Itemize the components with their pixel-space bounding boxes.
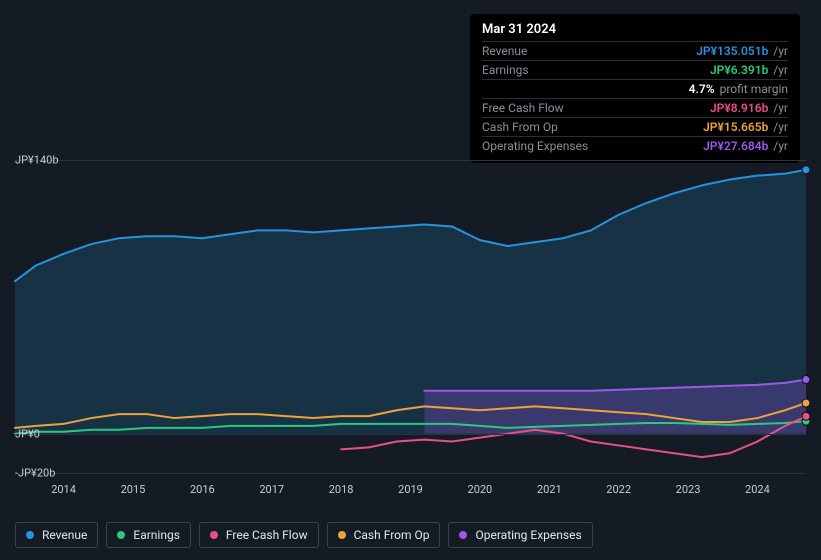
series-end-marker (802, 412, 810, 420)
legend-label: Revenue (42, 528, 87, 542)
legend-dot-icon (117, 531, 125, 539)
x-axis-label: 2014 (51, 483, 76, 496)
legend-label: Operating Expenses (475, 528, 581, 542)
x-axis-label: 2022 (606, 483, 631, 496)
x-axis-label: 2015 (121, 483, 146, 496)
legend-dot-icon (459, 531, 467, 539)
tooltip-value: JP¥8.916b /yr (710, 101, 788, 115)
tooltip-value: JP¥6.391b /yr (710, 63, 788, 77)
chart-area[interactable]: JP¥140bJP¥0-JP¥20b2014201520162017201820… (15, 160, 806, 500)
legend-item[interactable]: Operating Expenses (448, 522, 592, 548)
tooltip-row: Revenue JP¥135.051b /yr (482, 41, 788, 60)
tooltip-row: Earnings JP¥6.391b /yr (482, 60, 788, 79)
y-axis-label: -JP¥20b (15, 466, 55, 479)
legend-item[interactable]: Earnings (106, 522, 191, 548)
tooltip-metric: Earnings (482, 63, 529, 77)
legend-item[interactable]: Cash From Op (327, 522, 441, 548)
legend-dot-icon (26, 531, 34, 539)
gridline (15, 473, 806, 474)
tooltip-row: 4.7% profit margin (482, 79, 788, 98)
tooltip-value: JP¥27.684b /yr (703, 139, 788, 153)
tooltip-metric: Cash From Op (482, 120, 558, 134)
x-axis-label: 2016 (190, 483, 215, 496)
x-axis-label: 2020 (468, 483, 493, 496)
legend-item[interactable]: Free Cash Flow (199, 522, 319, 548)
chart-legend: Revenue Earnings Free Cash Flow Cash From O… (15, 522, 593, 548)
tooltip-row: Operating Expenses JP¥27.684b /yr (482, 136, 788, 155)
series-end-marker (802, 376, 810, 384)
tooltip-metric: Revenue (482, 44, 527, 58)
tooltip-date: Mar 31 2024 (482, 22, 788, 37)
series-end-marker (802, 399, 810, 407)
tooltip-value: 4.7% profit margin (689, 82, 788, 96)
legend-label: Cash From Op (354, 528, 430, 542)
legend-label: Free Cash Flow (226, 528, 308, 542)
legend-label: Earnings (133, 528, 180, 542)
x-axis-label: 2024 (745, 483, 770, 496)
x-axis-label: 2023 (676, 483, 701, 496)
x-axis-label: 2019 (398, 483, 423, 496)
gridline (15, 160, 806, 161)
x-axis-label: 2017 (259, 483, 284, 496)
y-axis-label: JP¥140b (15, 154, 59, 167)
series-end-marker (802, 166, 810, 174)
tooltip-value: JP¥15.665b /yr (703, 120, 788, 134)
x-axis-label: 2018 (329, 483, 354, 496)
tooltip-row: Cash From Op JP¥15.665b /yr (482, 117, 788, 136)
chart-tooltip: Mar 31 2024 Revenue JP¥135.051b /yr Earnin… (470, 14, 800, 163)
legend-dot-icon (210, 531, 218, 539)
tooltip-row: Free Cash Flow JP¥8.916b /yr (482, 98, 788, 117)
tooltip-metric: Operating Expenses (482, 139, 588, 153)
tooltip-value: JP¥135.051b /yr (696, 44, 788, 58)
tooltip-metric: Free Cash Flow (482, 101, 564, 115)
gridline (15, 434, 806, 435)
legend-item[interactable]: Revenue (15, 522, 98, 548)
y-axis-label: JP¥0 (15, 427, 40, 440)
legend-dot-icon (338, 531, 346, 539)
chart-plot (15, 160, 806, 500)
x-axis-label: 2021 (537, 483, 562, 496)
gridline (15, 297, 806, 298)
